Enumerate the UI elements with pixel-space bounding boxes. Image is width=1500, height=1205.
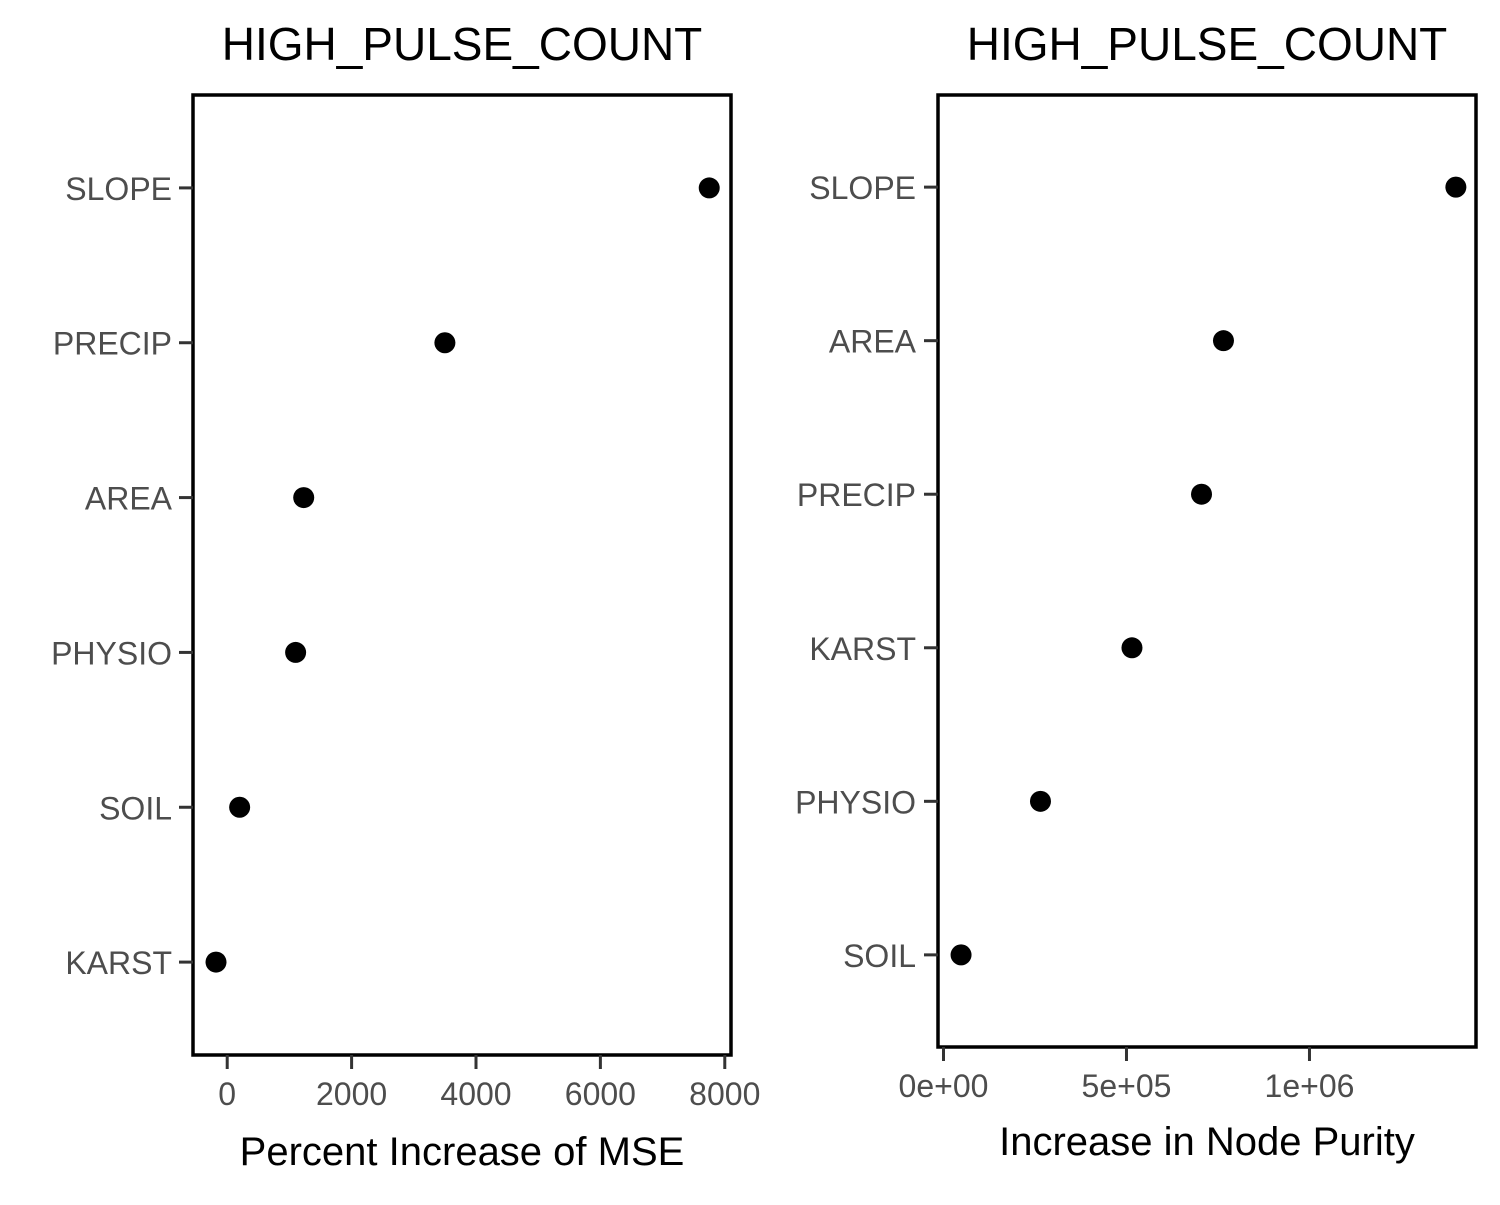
panel-2-y-label-slope: SLOPE: [809, 170, 916, 206]
panel-1-point-slope: [698, 177, 720, 199]
panel-2-point-area: [1212, 330, 1234, 352]
panel-2-x-axis-title: Increase in Node Purity: [999, 1120, 1415, 1164]
panel-1-point-physio: [285, 641, 307, 663]
panel-1-x-tick-label: 8000: [689, 1076, 760, 1112]
panel-2-point-slope: [1445, 176, 1467, 198]
panel-2-x-tick-label: 1e+06: [1265, 1068, 1355, 1104]
panel-2-point-precip: [1191, 483, 1213, 505]
panel-1-y-label-physio: PHYSIO: [51, 635, 172, 671]
panel-2-y-label-soil: SOIL: [843, 938, 916, 974]
panel-2-point-karst: [1121, 637, 1143, 659]
panel-1-x-axis-title: Percent Increase of MSE: [240, 1130, 685, 1174]
panel-1-y-label-slope: SLOPE: [65, 171, 172, 207]
panel-2-point-physio: [1029, 790, 1051, 812]
panel-2-x-tick-label: 0e+00: [899, 1068, 989, 1104]
panel-2-y-label-area: AREA: [829, 324, 917, 360]
panel-1-title: HIGH_PULSE_COUNT: [222, 18, 703, 70]
panel-1-point-soil: [229, 796, 251, 818]
panel-2-frame: [936, 93, 1478, 1049]
panel-1-point-karst: [205, 951, 227, 973]
panel-1-x-tick-label: 4000: [440, 1076, 511, 1112]
panel-1-frame: [191, 93, 733, 1057]
panel-1-y-label-precip: PRECIP: [53, 326, 172, 362]
panel-1-point-area: [293, 487, 315, 509]
panel-1-x-tick-label: 0: [218, 1076, 236, 1112]
panel-2-point-soil: [950, 944, 972, 966]
panel-1-y-label-karst: KARST: [65, 945, 172, 981]
panel-2-y-label-karst: KARST: [809, 631, 916, 667]
panel-1-y-label-area: AREA: [85, 481, 173, 517]
panel-1-x-tick-label: 6000: [565, 1076, 636, 1112]
panel-2-y-label-precip: PRECIP: [797, 477, 916, 513]
panel-1-point-precip: [434, 332, 456, 354]
panel-2-x-tick-label: 5e+05: [1082, 1068, 1172, 1104]
panel-2-y-label-physio: PHYSIO: [795, 784, 916, 820]
panel-1-y-label-soil: SOIL: [99, 790, 172, 826]
panel-1-x-tick-label: 2000: [316, 1076, 387, 1112]
panel-2-title: HIGH_PULSE_COUNT: [967, 18, 1448, 70]
